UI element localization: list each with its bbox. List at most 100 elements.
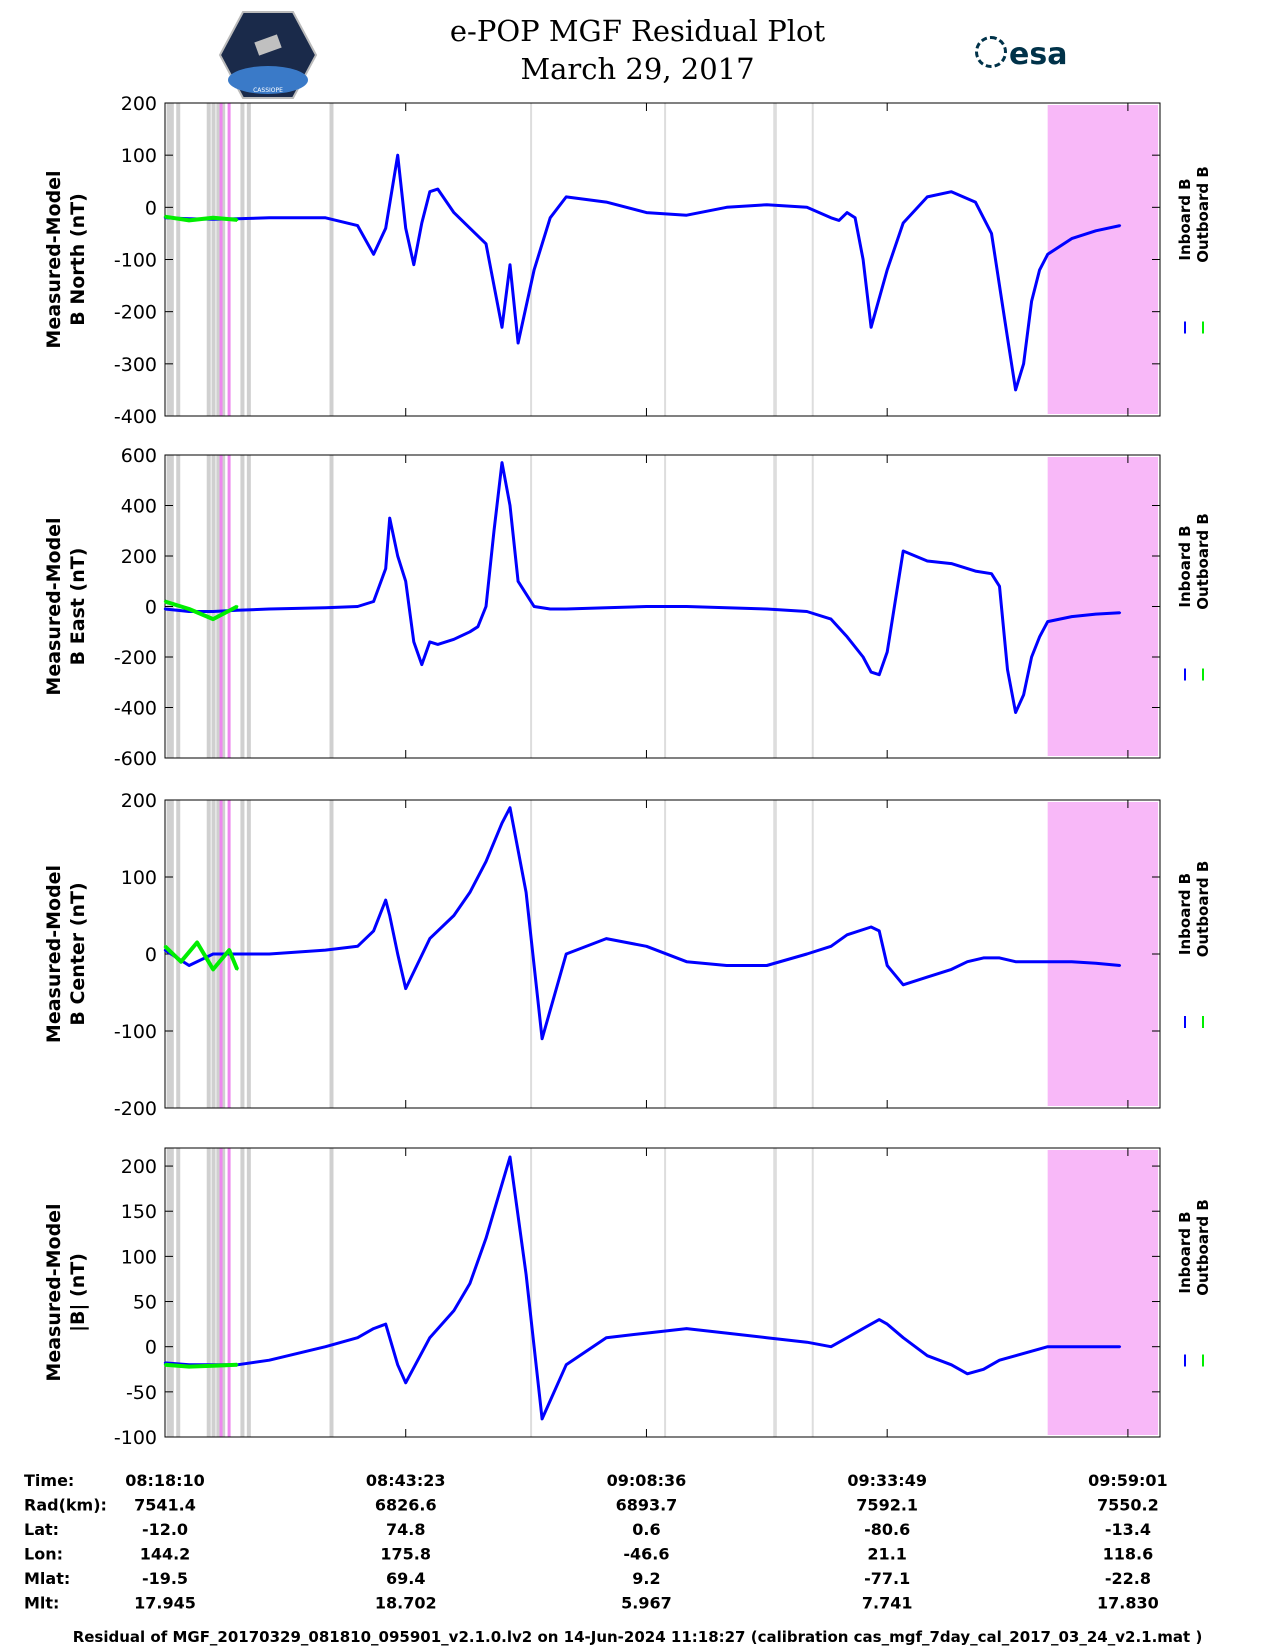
inboard-point (484, 1237, 488, 1240)
inboard-point (1038, 635, 1041, 638)
y-tick-label: 200 (121, 546, 157, 568)
inboard-point (492, 529, 496, 532)
inboard-point (492, 284, 496, 287)
inboard-point (998, 284, 1001, 287)
inboard-point (902, 983, 905, 986)
panel-4: 200 150 100 50 0 -50 -100 Measured-Model |B| (nT… (43, 1147, 1212, 1449)
inboard-point (765, 203, 768, 206)
grey-band (240, 1148, 245, 1437)
inboard-point (500, 821, 504, 825)
inboard-point (452, 1309, 456, 1312)
grey-band (246, 103, 251, 416)
inboard-point (1118, 224, 1122, 227)
inboard-point (1014, 960, 1017, 963)
outboard-point (179, 960, 183, 963)
x-row-value: 17.830 (1097, 1594, 1159, 1613)
inboard-point (428, 190, 431, 193)
inboard-point (384, 898, 387, 902)
inboard-point (902, 549, 905, 553)
x-tick-label: 09:59:01 (1088, 1471, 1168, 1490)
grey-band (176, 103, 181, 416)
inboard-point (508, 504, 512, 507)
light-grey-band (530, 800, 533, 1108)
x-row-value: -80.6 (864, 1520, 910, 1539)
inboard-point (1118, 964, 1122, 967)
inboard-point (845, 635, 849, 638)
inboard-point (452, 914, 456, 917)
inboard-point (1046, 1345, 1049, 1348)
grey-band (176, 1148, 181, 1437)
magenta-band (227, 103, 231, 416)
inboard-point (508, 806, 512, 809)
y-tick-label: -100 (114, 1021, 157, 1043)
inboard-point (372, 600, 375, 603)
y-tick-label: 200 (121, 790, 157, 812)
inboard-point (926, 1354, 929, 1357)
inboard-point (420, 663, 423, 666)
inboard-point (404, 227, 407, 230)
inboard-point (565, 195, 568, 199)
outboard-point (236, 605, 239, 608)
grey-band (206, 455, 211, 758)
x-row-label: Mlt: (24, 1594, 59, 1613)
inboard-point (605, 937, 608, 940)
inboard-point (268, 216, 271, 219)
chart-subtitle: March 29, 2017 (520, 52, 755, 86)
inboard-point (1118, 1345, 1122, 1348)
light-grey-band (811, 103, 814, 416)
inboard-series-line (164, 153, 1121, 392)
x-row-value: -13.4 (1105, 1520, 1151, 1539)
inboard-point (540, 1037, 544, 1040)
grey-band (240, 455, 245, 758)
light-grey-band (530, 1148, 533, 1437)
inboard-point (685, 214, 688, 217)
inboard-point (476, 625, 480, 628)
inboard-point (532, 605, 536, 608)
y-axis-label: Measured-Model (43, 517, 65, 695)
inboard-series-line (164, 461, 1120, 714)
inboard-point (645, 211, 648, 214)
x-row-value: 118.6 (1103, 1545, 1154, 1564)
inboard-point (549, 216, 552, 219)
magenta-band (219, 1148, 223, 1437)
magenta-block (1047, 457, 1158, 756)
inboard-point (1046, 253, 1049, 256)
inboard-point (982, 1368, 985, 1371)
outboard-point (211, 617, 215, 621)
y-tick-label: 50 (133, 1292, 157, 1314)
outboard-point (211, 216, 215, 219)
x-tick-label: 09:33:49 (847, 1471, 927, 1490)
x-row-value: 17.945 (134, 1594, 196, 1613)
outboard-series-line (164, 1362, 238, 1369)
inboard-point (1006, 336, 1009, 339)
inboard-point (685, 960, 688, 963)
axes-box (164, 1147, 1161, 1438)
inboard-point (1038, 268, 1041, 272)
inboard-point (845, 1336, 849, 1339)
inboard-point (384, 1322, 387, 1326)
inboard-point (468, 227, 472, 230)
panel-3: 200 100 0 -100 -200 Measured-Model B Center (n… (43, 790, 1212, 1120)
esa-logo: esa (975, 36, 1067, 72)
inboard-point (396, 1363, 399, 1367)
x-row-value: 7541.4 (134, 1496, 196, 1515)
inboard-point (404, 580, 407, 583)
inboard-point (187, 964, 191, 967)
legend-outboard-label: Outboard B (1194, 166, 1212, 263)
light-grey-band (530, 455, 533, 758)
inboard-point (902, 1336, 905, 1339)
y-tick-label: -300 (114, 354, 157, 376)
inboard-point (685, 1327, 688, 1330)
inboard-point (1070, 615, 1073, 618)
outboard-point (187, 1365, 191, 1368)
magenta-block (1047, 105, 1158, 414)
light-grey-band (773, 103, 776, 416)
inboard-point (468, 1282, 472, 1285)
inboard-point (356, 224, 359, 227)
inboard-point (1014, 388, 1017, 392)
inboard-point (324, 606, 327, 609)
legend-inboard-label: Inboard B (1176, 178, 1194, 260)
inboard-point (420, 221, 423, 225)
